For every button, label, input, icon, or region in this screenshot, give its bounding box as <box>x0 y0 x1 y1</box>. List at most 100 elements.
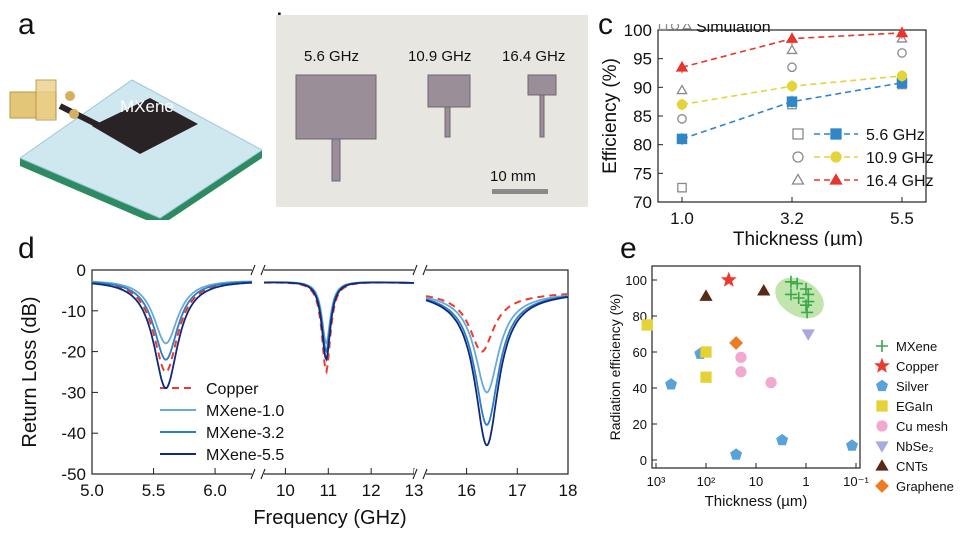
scale-bar <box>492 189 548 194</box>
simulated-point <box>786 44 798 55</box>
data-point <box>801 306 814 319</box>
antenna-feed-large <box>331 138 341 182</box>
legend-label: 16.4 GHz <box>866 173 934 190</box>
measured-point <box>675 60 689 72</box>
freq-label-5-6: 5.6 GHz <box>304 48 359 65</box>
measured-point <box>676 133 688 145</box>
y-tick-label: 95 <box>633 50 652 69</box>
axis-break-gap <box>252 265 264 275</box>
x-tick-label: 3.2 <box>780 209 804 228</box>
x-axis-label: Thickness (µm) <box>705 493 808 510</box>
axis-break-mark <box>250 468 266 480</box>
x-tick-label: 10 <box>276 481 295 500</box>
y-tick-label: -20 <box>61 343 86 362</box>
data-point <box>846 439 859 451</box>
series-curve <box>425 293 569 353</box>
measured-point <box>676 99 688 110</box>
legend-marker <box>829 173 843 185</box>
y-tick-label: 75 <box>633 164 652 183</box>
data-point <box>800 299 812 312</box>
data-point <box>700 371 712 383</box>
legend-label: Copper <box>896 359 939 374</box>
connector-screw <box>65 91 75 101</box>
series-curve <box>92 280 252 345</box>
antenna-patch-medium <box>427 74 471 108</box>
measured-point <box>785 32 799 43</box>
y-tick-label: -40 <box>61 424 86 443</box>
x-tick-label: 10² <box>697 474 716 489</box>
antenna-illustration: MXene <box>9 79 263 220</box>
freq-label-16-4: 16.4 GHz <box>502 48 565 65</box>
data-point <box>784 275 797 288</box>
panel-letter-c: c <box>598 8 613 41</box>
measured-point <box>786 80 798 92</box>
scale-bar-label: 10 mm <box>490 168 536 185</box>
x-tick-label: 10⁻¹ <box>843 474 869 489</box>
axis-break-gap <box>414 469 426 479</box>
y-tick-label: 40 <box>633 381 647 396</box>
y-tick-label: 80 <box>633 136 652 155</box>
legend-marker <box>876 340 888 352</box>
legend-marker <box>830 151 842 163</box>
antenna-patch-large <box>295 74 377 140</box>
y-tick-label: 85 <box>633 107 652 126</box>
antenna-photo: 5.6 GHz 10.9 GHz 16.4 GHz 10 mm <box>276 15 588 207</box>
data-point <box>665 378 678 390</box>
data-point <box>800 283 812 295</box>
simulated-point <box>896 32 908 43</box>
x-tick-label: 1.0 <box>670 209 694 228</box>
mxene-patch <box>92 98 198 154</box>
return-loss-chart: 0 -10 -20 -30 -40 -505.0 5.5 6.0 10 11 12 13 16 17 18 F… <box>19 261 578 529</box>
plot-frame <box>91 269 569 475</box>
x-tick-label: 5.5 <box>142 481 166 500</box>
data-point <box>765 376 777 389</box>
data-point <box>735 351 747 364</box>
x-tick-label: 12 <box>362 481 381 500</box>
y-axis-label: Return Loss (dB) <box>19 296 41 447</box>
data-point <box>784 288 797 301</box>
substrate-side <box>20 150 262 220</box>
series-curve <box>264 281 414 375</box>
plot-frame <box>651 265 861 469</box>
series-curve <box>91 281 253 390</box>
y-tick-label: 100 <box>625 273 647 288</box>
series-curve <box>425 295 569 426</box>
y-axis-label: Radiation efficiency (%) <box>607 294 623 441</box>
simulation-legend-marker <box>658 24 668 31</box>
data-point <box>801 329 815 341</box>
simulated-point <box>787 62 797 73</box>
x-axis-label: Frequency (GHz) <box>253 507 406 529</box>
legend-marker <box>876 400 888 412</box>
x-tick-label: 1 <box>802 474 809 489</box>
series-curve <box>91 281 252 373</box>
x-tick-label: 10 <box>749 474 763 489</box>
simulation-annotation: Simulation <box>696 24 771 36</box>
simulated-point <box>676 84 688 95</box>
sma-connector-body <box>35 79 57 121</box>
legend-marker <box>874 357 890 373</box>
axis-break-mark <box>412 468 428 480</box>
data-point <box>730 448 743 460</box>
legend-marker <box>875 479 889 493</box>
data-point <box>791 277 804 290</box>
x-tick-label: 18 <box>559 481 578 500</box>
legend-marker <box>876 379 888 392</box>
legend-label: Copper <box>206 381 259 398</box>
simulated-point <box>677 114 687 124</box>
panel-letter-a: a <box>18 8 35 41</box>
measured-point <box>895 26 909 38</box>
simulated-point <box>677 182 687 193</box>
x-axis-label: Thickness (µm) <box>733 229 863 246</box>
legend-marker <box>875 441 889 453</box>
y-axis-label: Efficiency (%) <box>600 58 621 174</box>
data-point <box>720 271 737 287</box>
x-tick-label: 10³ <box>647 474 666 489</box>
legend-label: MXene-3.2 <box>206 425 284 442</box>
y-tick-label: 20 <box>633 417 647 432</box>
y-tick-label: -10 <box>61 302 86 321</box>
simulation-legend-marker <box>682 24 692 30</box>
y-tick-label: 100 <box>624 24 652 40</box>
legend-label: MXene-1.0 <box>206 403 284 420</box>
legend-label: MXene <box>896 339 937 354</box>
x-tick-label: 5.0 <box>80 481 104 500</box>
